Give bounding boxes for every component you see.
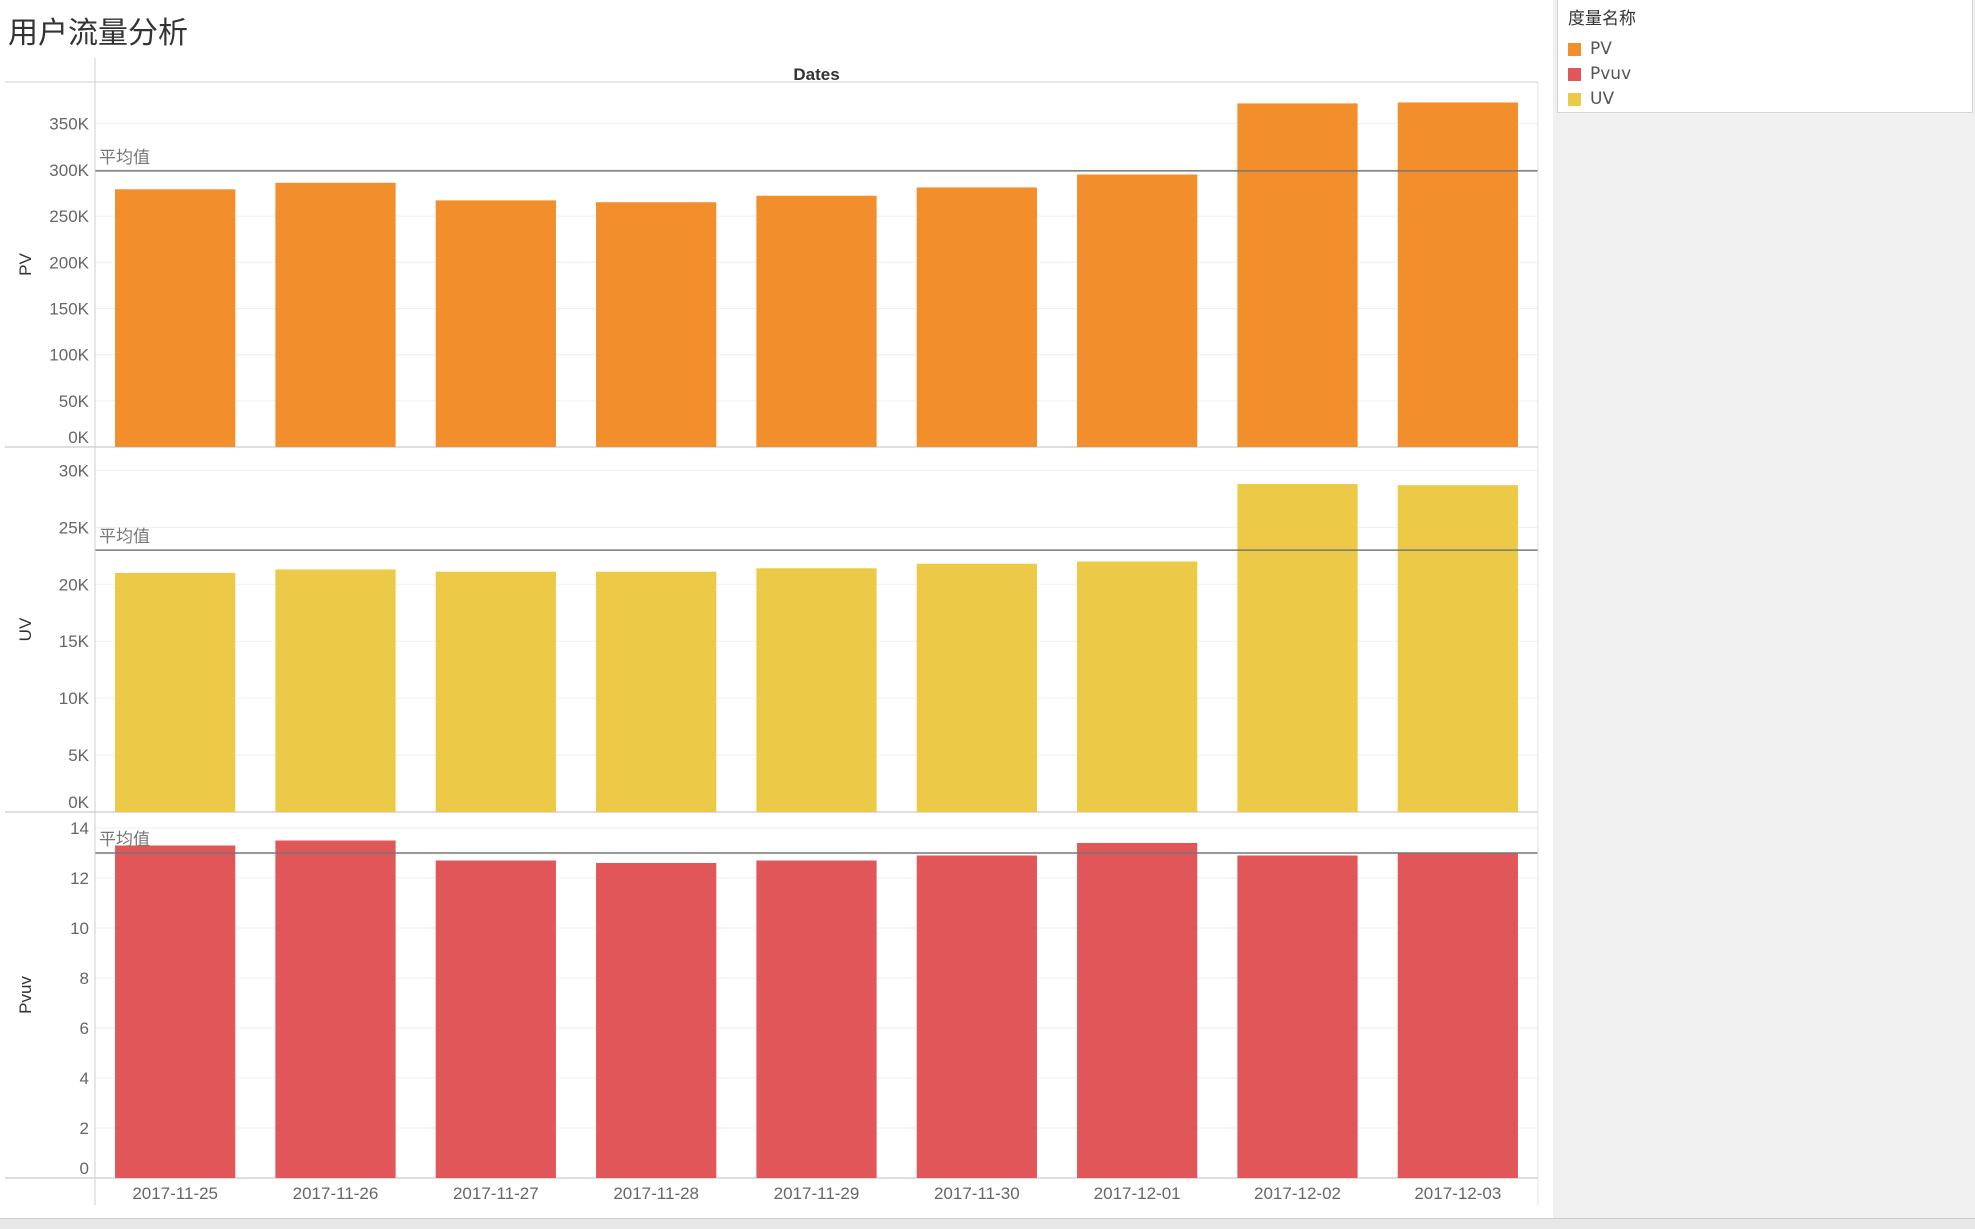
bar-uv [756,568,877,812]
y-axis-title-uv: UV [16,617,35,641]
bar-uv [435,571,556,812]
bar-pv [596,202,717,447]
bar-pvuv [435,860,556,1178]
bar-uv [1397,485,1518,812]
legend-item-uv[interactable]: UV [1568,88,1614,110]
bar-pvuv [916,855,1037,1178]
y-tick-label: 350K [49,115,89,134]
bar-uv [1077,561,1198,812]
average-label: 平均值 [99,830,150,850]
bar-pvuv [1397,853,1518,1178]
bar-uv [275,569,396,812]
legend-label-pv: PV [1590,39,1612,59]
legend-label-uv: UV [1590,89,1615,109]
y-tick-label: 100K [49,346,89,365]
page-title: 用户流量分析 [8,16,188,51]
legend: 度量名称 PV Pvuv UV [1557,0,1973,113]
y-tick-label: 6 [80,1019,89,1038]
x-tick-label: 2017-11-29 [774,1184,860,1203]
legend-title: 度量名称 [1568,9,1636,29]
bar-pv [115,189,236,447]
y-tick-label: 5K [68,746,89,765]
y-tick-label: 0K [68,428,89,447]
legend-panel: 度量名称 PV Pvuv UV [1553,0,1975,1228]
y-tick-label: 30K [59,461,90,480]
bar-uv [596,571,717,812]
y-tick-label: 25K [59,518,90,537]
y-tick-label: 150K [49,299,89,318]
bar-pv [756,195,877,447]
legend-swatch-uv [1568,92,1581,106]
bar-pvuv [596,863,717,1178]
y-tick-label: 50K [59,392,90,411]
y-tick-label: 250K [49,207,89,226]
bar-pvuv [115,845,236,1178]
y-axis-title-pv: PV [16,253,35,276]
bar-pvuv [1077,843,1198,1178]
bar-uv [115,572,236,812]
average-label: 平均值 [99,527,150,547]
average-label: 平均值 [99,148,150,168]
x-tick-label: 2017-11-25 [132,1184,218,1203]
x-tick-label: 2017-12-02 [1254,1184,1341,1203]
y-tick-label: 8 [80,969,89,988]
x-tick-label: 2017-11-30 [934,1184,1020,1203]
bar-pvuv [275,840,396,1178]
y-tick-label: 0K [68,793,89,812]
legend-item-pv[interactable]: PV [1568,38,1612,60]
bar-pv [275,182,396,448]
legend-label-pvuv: Pvuv [1590,64,1632,84]
bar-pv [1237,103,1358,448]
y-tick-label: 12 [70,869,89,888]
bar-pvuv [1237,855,1358,1178]
y-tick-label: 10K [59,689,90,708]
bar-uv [1237,484,1358,812]
x-tick-label: 2017-11-26 [293,1184,379,1203]
y-axis-title-pvuv: Pvuv [16,976,35,1014]
column-header: Dates [793,65,839,84]
y-tick-label: 20K [59,575,90,594]
x-tick-label: 2017-11-27 [453,1184,539,1203]
y-tick-label: 14 [70,819,89,838]
x-tick-label: 2017-12-01 [1094,1184,1181,1203]
y-tick-label: 0 [80,1159,89,1178]
y-tick-label: 200K [49,253,89,272]
bar-uv [916,563,1037,812]
y-tick-label: 15K [59,632,90,651]
legend-item-pvuv[interactable]: Pvuv [1568,63,1631,85]
y-tick-label: 300K [49,161,89,180]
bar-pv [1077,174,1198,447]
x-tick-label: 2017-12-03 [1414,1184,1501,1203]
bar-pv [435,200,556,447]
bar-pvuv [756,860,877,1178]
legend-swatch-pv [1568,42,1581,56]
bar-pv [1397,102,1518,447]
y-tick-label: 2 [80,1119,89,1138]
legend-swatch-pvuv [1568,67,1581,81]
status-strip [0,1218,1975,1229]
y-tick-label: 4 [80,1069,89,1088]
bar-pv [916,187,1037,447]
x-tick-label: 2017-11-28 [613,1184,699,1203]
y-tick-label: 10 [70,919,89,938]
